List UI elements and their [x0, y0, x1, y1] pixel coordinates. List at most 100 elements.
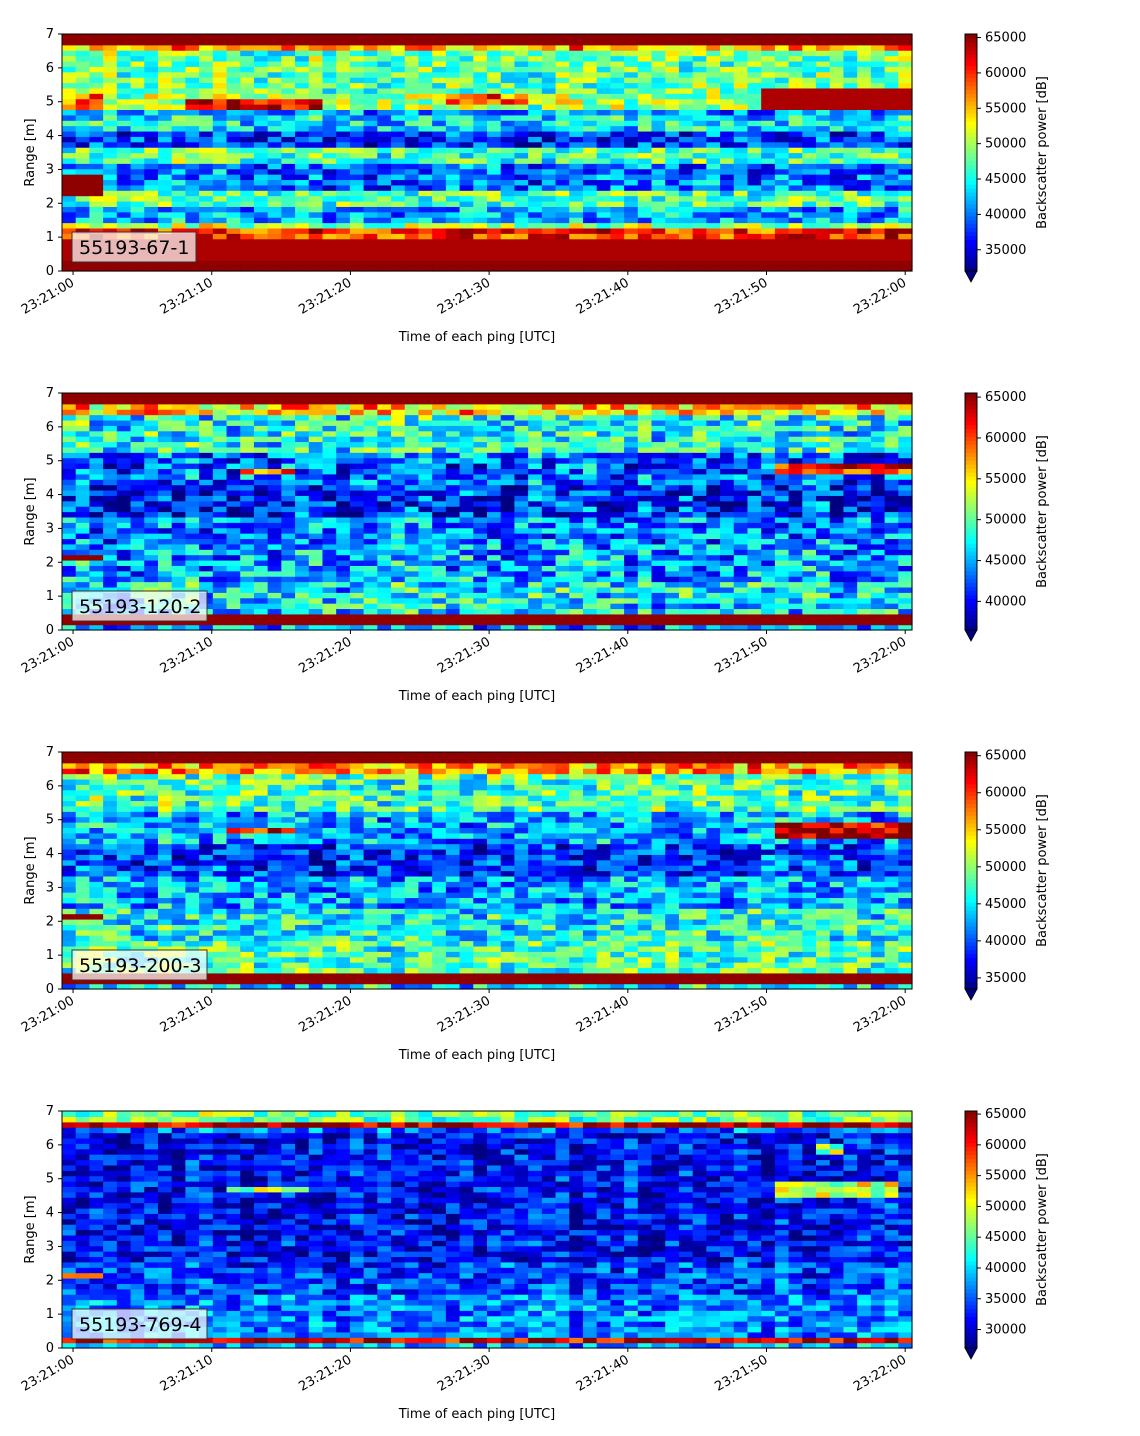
heatmap-cell — [377, 104, 392, 111]
colorbar-segment — [965, 81, 977, 86]
colorbar-segment — [965, 73, 977, 79]
heatmap-cell — [62, 619, 77, 626]
heatmap-cell — [445, 179, 461, 186]
heatmap-cell — [541, 265, 557, 272]
heatmap-cell — [678, 619, 694, 626]
heatmap-cell — [720, 619, 735, 626]
heatmap-cell — [720, 168, 735, 175]
heatmap-cell — [116, 55, 132, 62]
heatmap-cell — [240, 586, 255, 593]
heatmap-cell — [582, 457, 598, 464]
heatmap-cell — [610, 66, 625, 73]
heatmap-cell — [363, 254, 378, 261]
heatmap-cell — [624, 136, 639, 143]
heatmap-cell — [528, 516, 543, 523]
heatmap-cell — [295, 506, 310, 513]
heatmap-cell — [596, 141, 611, 148]
heatmap-cell — [569, 125, 584, 132]
heatmap-cell — [829, 254, 845, 261]
heatmap-cell — [706, 60, 721, 67]
heatmap-cell — [541, 495, 557, 502]
heatmap-cell — [473, 130, 488, 137]
heatmap-cell — [802, 109, 817, 116]
heatmap-cell — [185, 200, 200, 207]
heatmap-cell — [884, 260, 899, 267]
heatmap-cell — [240, 168, 255, 175]
heatmap-cell — [445, 244, 461, 251]
heatmap-cell — [637, 260, 653, 267]
heatmap-cell — [610, 425, 625, 432]
heatmap-cell — [267, 104, 282, 111]
heatmap-cell — [62, 586, 77, 593]
heatmap-cell — [596, 576, 611, 583]
heatmap-cell — [596, 559, 611, 566]
heatmap-cell — [665, 77, 680, 84]
heatmap-cell — [528, 414, 543, 421]
heatmap-cell — [363, 603, 378, 610]
heatmap-cell — [308, 403, 324, 410]
heatmap-cell — [171, 34, 186, 40]
heatmap-cell — [487, 549, 502, 556]
heatmap-cell — [473, 543, 488, 550]
heatmap-cell — [322, 93, 337, 100]
heatmap-cell — [116, 141, 132, 148]
heatmap-cell — [733, 77, 749, 84]
heatmap-cell — [720, 238, 735, 245]
heatmap-cell — [130, 538, 145, 545]
heatmap-cell — [308, 414, 324, 421]
heatmap-cell — [487, 260, 502, 267]
heatmap-cell — [541, 93, 557, 100]
heatmap-cell — [336, 87, 351, 94]
heatmap-cell — [637, 82, 653, 89]
heatmap-cell — [130, 109, 145, 116]
heatmap-cell — [816, 152, 831, 159]
heatmap-cell — [349, 511, 365, 518]
heatmap-cell — [720, 479, 735, 486]
heatmap-cell — [459, 446, 474, 453]
heatmap-cell — [720, 254, 735, 261]
heatmap-cell — [706, 430, 721, 437]
heatmap-cell — [528, 238, 543, 245]
heatmap-cell — [432, 168, 447, 175]
heatmap-cell — [829, 147, 845, 154]
heatmap-cell — [199, 77, 214, 84]
heatmap-cell — [747, 190, 762, 197]
heatmap-cell — [706, 603, 721, 610]
heatmap-cell — [624, 93, 639, 100]
heatmap-cell — [487, 554, 502, 561]
heatmap-cell — [171, 403, 186, 410]
heatmap-cell — [500, 581, 516, 588]
heatmap-cell — [692, 565, 707, 572]
heatmap-cell — [226, 238, 241, 245]
heatmap-cell — [103, 624, 118, 631]
heatmap-cell — [637, 409, 653, 416]
heatmap-cell — [199, 55, 214, 62]
heatmap-cell — [363, 238, 378, 245]
heatmap-cell — [596, 425, 611, 432]
heatmap-cell — [349, 419, 365, 426]
heatmap-cell — [692, 511, 707, 518]
heatmap-cell — [761, 60, 776, 67]
heatmap-cell — [720, 484, 735, 491]
heatmap-cell — [555, 403, 570, 410]
heatmap-cell — [733, 71, 749, 78]
heatmap-cell — [596, 120, 611, 127]
heatmap-cell — [473, 430, 488, 437]
heatmap-cell — [788, 60, 803, 67]
heatmap-cell — [692, 570, 707, 577]
heatmap-cell — [582, 414, 598, 421]
heatmap-cell — [377, 419, 392, 426]
heatmap-cell — [665, 125, 680, 132]
heatmap-cell — [692, 500, 707, 507]
colorbar-tick-label: 55000 — [985, 101, 1026, 116]
heatmap-cell — [857, 157, 872, 164]
heatmap-cell — [116, 549, 132, 556]
heatmap-cell — [253, 200, 269, 207]
heatmap-cell — [240, 511, 255, 518]
heatmap-cell — [829, 227, 845, 234]
heatmap-cell — [774, 206, 790, 213]
heatmap-cell — [541, 136, 557, 143]
heatmap-cell — [226, 260, 241, 267]
heatmap-cell — [281, 104, 296, 111]
heatmap-cell — [665, 506, 680, 513]
